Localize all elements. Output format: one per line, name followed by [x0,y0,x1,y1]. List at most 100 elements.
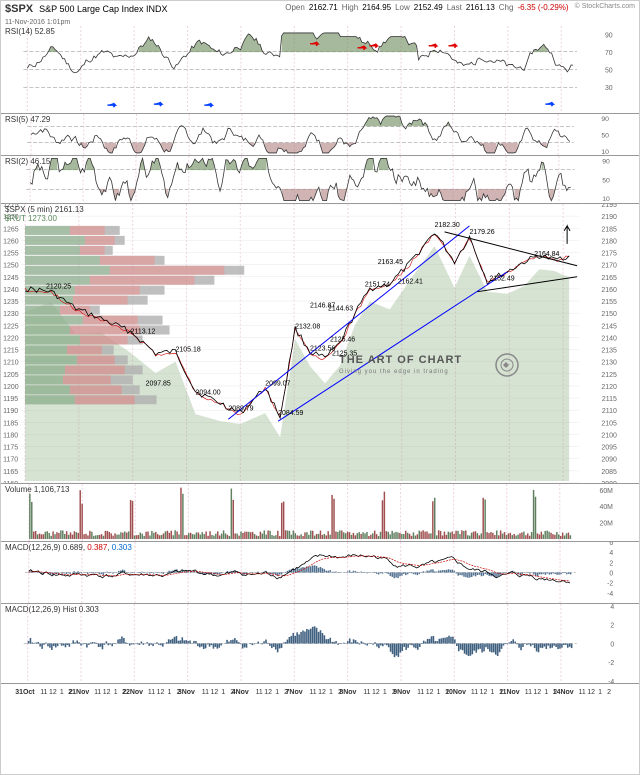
svg-text:1265: 1265 [3,226,19,233]
macd-line-panel: MACD(12,26,9) 0.689, 0.387, 0.303 -4-202… [1,542,639,604]
svg-text:1220: 1220 [3,335,19,342]
svg-text:2164.84: 2164.84 [534,251,559,258]
rsi2-chart: 105090 [1,156,639,203]
rsi14-label: RSI(14) 52.85 [5,27,55,36]
svg-text:2170: 2170 [601,263,617,270]
price-chart: 2120.252113.122105.182097.852094.002089.… [1,204,639,483]
xaxis: 31Oct11121221Nov11121222Nov1112123Nov111… [1,684,639,700]
svg-text:1245: 1245 [3,275,19,282]
svg-text:1: 1 [598,689,602,696]
svg-text:1160: 1160 [3,481,18,483]
svg-text:2120: 2120 [601,384,617,391]
rsi14-chart: 30507090 [1,26,639,113]
svg-text:1: 1 [275,689,279,696]
svg-text:1235: 1235 [3,299,19,306]
rsi5-chart: 105090 [1,114,639,155]
svg-text:2140: 2140 [601,335,617,342]
svg-text:2182.30: 2182.30 [435,222,460,229]
svg-text:11: 11 [202,689,209,696]
svg-text:0: 0 [609,570,613,577]
svg-text:4Nov: 4Nov [232,689,249,696]
svg-text:1240: 1240 [3,287,19,294]
rsi5-label: RSI(5) 47.29 [5,115,50,124]
svg-text:11: 11 [579,689,586,696]
svg-text:90: 90 [601,116,609,123]
svg-text:2155: 2155 [601,299,617,306]
svg-text:11: 11 [417,689,424,696]
svg-text:-4: -4 [607,591,613,598]
svg-text:2145: 2145 [601,323,617,330]
svg-text:2089.79: 2089.79 [228,405,253,412]
svg-text:50: 50 [602,177,610,184]
svg-text:2163.45: 2163.45 [378,259,403,266]
svg-text:12: 12 [264,689,272,696]
svg-text:2135: 2135 [601,348,617,355]
svg-text:2085: 2085 [601,469,617,476]
svg-text:1: 1 [329,689,333,696]
svg-text:21Nov: 21Nov [68,689,89,696]
xaxis-panel: 31Oct11121221Nov11121222Nov1112123Nov111… [1,684,639,700]
svg-text:2144.63: 2144.63 [328,306,353,313]
svg-text:70: 70 [605,50,613,57]
svg-text:11: 11 [94,689,101,696]
rsi14-panel: RSI(14) 52.85 30507090 [1,26,639,114]
source-credit: © StockCharts.com [575,3,635,17]
svg-text:1: 1 [437,689,441,696]
svg-text:2175: 2175 [601,251,617,258]
svg-text:2125: 2125 [601,372,617,379]
svg-text:60M: 60M [600,488,614,495]
svg-text:2190: 2190 [601,214,617,221]
svg-text:2090: 2090 [601,457,617,464]
svg-text:11Nov: 11Nov [499,689,520,696]
timestamp: 11-Nov-2016 1:01pm [1,19,639,26]
chart-container: $SPX S&P 500 Large Cap Index INDX Open21… [0,0,640,775]
svg-text:1: 1 [114,689,118,696]
svg-text:2097.85: 2097.85 [146,380,171,387]
volume-label: Volume 1,106,713 [5,485,70,494]
svg-text:12: 12 [587,689,595,696]
svg-text:2165: 2165 [601,275,617,282]
svg-text:12: 12 [103,689,111,696]
svg-text:1230: 1230 [3,311,19,318]
svg-text:12: 12 [157,689,165,696]
svg-text:50: 50 [605,67,613,74]
svg-text:11: 11 [471,689,478,696]
macd-hist-panel: MACD(12,26,9) Hist 0.303 -4-2024 [1,604,639,684]
svg-text:1250: 1250 [3,263,19,270]
svg-text:10: 10 [601,149,609,155]
svg-text:2180: 2180 [601,238,617,245]
svg-text:11: 11 [256,689,263,696]
svg-text:12: 12 [210,689,218,696]
ticker-desc: S&P 500 Large Cap Index INDX [39,4,167,14]
svg-text:2195: 2195 [601,204,617,209]
svg-text:11: 11 [309,689,316,696]
svg-text:14Nov: 14Nov [553,689,574,696]
svg-text:2120.25: 2120.25 [46,284,71,291]
svg-text:1260: 1260 [3,238,19,245]
svg-text:3Nov: 3Nov [178,689,195,696]
svg-text:1: 1 [60,689,64,696]
svg-text:2099.07: 2099.07 [265,380,290,387]
svg-text:12: 12 [533,689,541,696]
svg-text:11: 11 [525,689,532,696]
macd-line-label: MACD(12,26,9) 0.689, 0.387, 0.303 [5,543,132,552]
price-label: $SPX (5 min) 2161.13 $RUT 1273.00 [5,205,84,223]
svg-text:1180: 1180 [3,432,18,439]
svg-text:1185: 1185 [3,420,18,427]
svg-text:12: 12 [372,689,380,696]
svg-text:90: 90 [602,159,610,166]
svg-text:2151.74: 2151.74 [365,282,390,289]
svg-text:9Nov: 9Nov [393,689,410,696]
svg-text:31Oct: 31Oct [15,689,35,696]
macd-hist-chart: -4-2024 [1,604,639,683]
svg-text:1: 1 [383,689,387,696]
svg-text:2: 2 [609,560,613,567]
svg-text:2095: 2095 [601,445,617,452]
svg-text:20M: 20M [600,521,614,528]
price-panel: $SPX (5 min) 2161.13 $RUT 1273.00 2120.2… [1,204,639,484]
svg-text:12: 12 [426,689,434,696]
svg-text:-2: -2 [608,660,614,667]
svg-text:2105.18: 2105.18 [176,346,201,353]
svg-text:12: 12 [480,689,488,696]
svg-text:2: 2 [607,689,611,696]
